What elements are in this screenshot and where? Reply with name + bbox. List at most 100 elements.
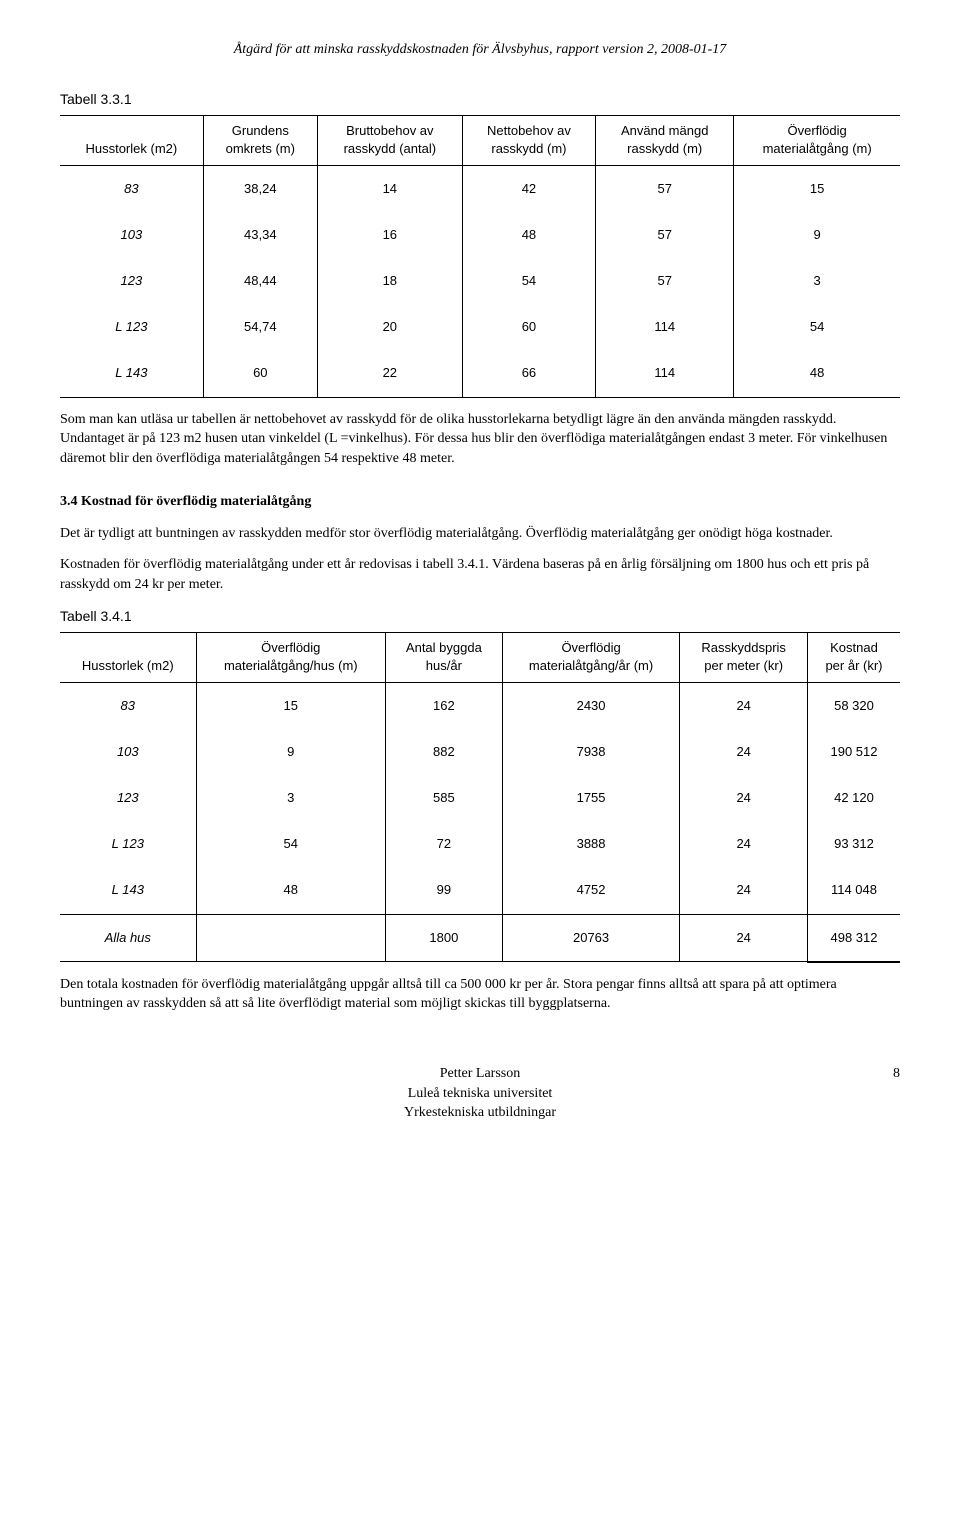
th: materialåtgång/hus (m) [205,657,377,675]
cell: 93 312 [807,821,900,867]
paragraph: Den totala kostnaden för överflödig mate… [60,975,900,1014]
cell: 99 [385,867,502,914]
cell: 57 [596,165,734,212]
cell: 48 [462,212,595,258]
footer-line: Yrkestekniska utbildningar [60,1103,900,1123]
th: Kostnad [816,639,892,657]
page-number: 8 [893,1064,900,1084]
cell: 48 [734,350,900,397]
cell: 22 [317,350,462,397]
table-row: L 143 60 22 66 114 48 [60,350,900,397]
cell: L 123 [60,304,203,350]
cell: 54 [196,821,385,867]
cell: 57 [596,258,734,304]
th: Överflödig [205,639,377,657]
cell: 60 [203,350,317,397]
table-row: L 123 54 72 3888 24 93 312 [60,821,900,867]
cell: 15 [734,165,900,212]
cell: 54 [734,304,900,350]
cell: 48,44 [203,258,317,304]
th: rasskydd (m) [471,140,587,158]
cell: 20 [317,304,462,350]
table1: Husstorlek (m2) Grundensomkrets (m) Brut… [60,115,900,397]
cell: L 143 [60,350,203,397]
cell: 16 [317,212,462,258]
cell: 882 [385,729,502,775]
cell: 42 [462,165,595,212]
cell: 58 320 [807,682,900,729]
table2: Husstorlek (m2) Överflödigmaterialåtgång… [60,632,900,963]
footer-line: Luleå tekniska universitet [60,1084,900,1104]
th: omkrets (m) [212,140,309,158]
cell: 15 [196,682,385,729]
section-3-4-title: 3.4 Kostnad för överflödig materialåtgån… [60,492,900,512]
cell: 54 [462,258,595,304]
cell: 66 [462,350,595,397]
cell: 114 048 [807,867,900,914]
table-row: L 123 54,74 20 60 114 54 [60,304,900,350]
cell: 9 [734,212,900,258]
th: Bruttobehov av [326,122,454,140]
cell: 57 [596,212,734,258]
cell: 2430 [502,682,680,729]
table1-header-row: Husstorlek (m2) Grundensomkrets (m) Brut… [60,116,900,165]
cell: 114 [596,350,734,397]
cell: 24 [680,682,808,729]
table-row: 83 15 162 2430 24 58 320 [60,682,900,729]
cell: 3 [734,258,900,304]
cell: 14 [317,165,462,212]
cell: 42 120 [807,775,900,821]
cell: 3888 [502,821,680,867]
cell: L 143 [60,867,196,914]
table-row: 103 9 882 7938 24 190 512 [60,729,900,775]
th: materialåtgång (m) [742,140,892,158]
document-header: Åtgärd för att minska rasskyddskostnaden… [60,40,900,60]
paragraph: Kostnaden för överflödig materialåtgång … [60,555,900,594]
table-row: 83 38,24 14 42 57 15 [60,165,900,212]
th: Överflödig [742,122,892,140]
cell: L 123 [60,821,196,867]
cell: 54,74 [203,304,317,350]
table-row: L 143 48 99 4752 24 114 048 [60,867,900,914]
table2-caption: Tabell 3.4.1 [60,607,900,627]
cell: 48 [196,867,385,914]
th: per meter (kr) [688,657,799,675]
cell: 18 [317,258,462,304]
cell: 83 [60,682,196,729]
cell: 24 [680,821,808,867]
th: materialåtgång/år (m) [511,657,672,675]
footer-line: Petter Larsson [60,1064,900,1084]
cell: 103 [60,729,196,775]
cell: 43,34 [203,212,317,258]
table-total-row: Alla hus 1800 20763 24 498 312 [60,914,900,962]
document-footer: Petter Larsson Luleå tekniska universite… [60,1064,900,1123]
cell: 72 [385,821,502,867]
th: rasskydd (antal) [326,140,454,158]
th: Husstorlek (m2) [68,657,188,675]
cell: 7938 [502,729,680,775]
th: per år (kr) [816,657,892,675]
cell: 24 [680,914,808,962]
cell: 1755 [502,775,680,821]
table1-caption: Tabell 3.3.1 [60,90,900,110]
table2-header-row: Husstorlek (m2) Överflödigmaterialåtgång… [60,633,900,682]
table-row: 123 48,44 18 54 57 3 [60,258,900,304]
th: Använd mängd [604,122,725,140]
th: hus/år [394,657,494,675]
cell: 3 [196,775,385,821]
cell: 114 [596,304,734,350]
cell: 103 [60,212,203,258]
cell [196,914,385,962]
cell: 190 512 [807,729,900,775]
th: Grundens [212,122,309,140]
cell: 24 [680,775,808,821]
cell: 20763 [502,914,680,962]
cell: 38,24 [203,165,317,212]
cell: 24 [680,867,808,914]
cell: 9 [196,729,385,775]
cell: 162 [385,682,502,729]
th: Överflödig [511,639,672,657]
cell: 83 [60,165,203,212]
th: Nettobehov av [471,122,587,140]
th: Antal byggda [394,639,494,657]
